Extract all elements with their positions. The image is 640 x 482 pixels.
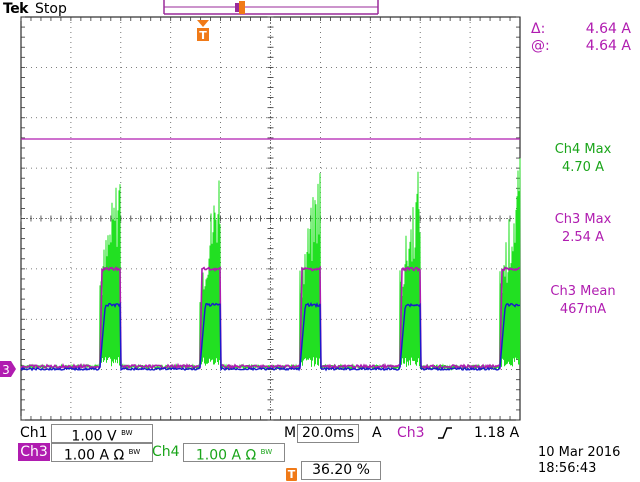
ch1-scale: 1.00 V [71,428,117,445]
trigger-position-icon: T [286,468,297,481]
measurement-label: Ch4 Max [554,142,612,157]
ch4-scale-box[interactable]: 1.00 A Ω BW [183,443,285,464]
ch3-scale-box[interactable]: 1.00 A Ω BW [51,443,153,464]
delta-value: 4.64 A [585,21,631,37]
timebase-box[interactable]: 20.0ms [297,424,359,443]
trigger-position-marker[interactable]: T [196,20,210,42]
measurement-value: 2.54 A [562,230,604,245]
measurement-value: 4.70 A [562,160,604,175]
ch3-ground-marker[interactable]: 3 [0,361,17,377]
trigger-source[interactable]: Ch3 [397,425,425,441]
delta-symbol: Δ: [531,21,546,37]
acquire-mode: A [372,425,382,441]
ch1-bw-icon: BW [121,429,133,437]
measurement-value: 467mA [559,302,607,317]
ch4-label[interactable]: Ch4 [152,444,180,460]
ch4-bw-icon: BW [260,448,273,456]
rising-edge-icon [438,427,452,439]
trigger-position-box[interactable]: 36.20 % [301,461,381,480]
record-view-bar[interactable] [163,0,379,15]
graticule-grid [20,16,521,421]
ch4-scale: 1.00 A Ω [195,447,257,464]
ch3-scale: 1.00 A Ω [63,447,125,464]
timebase-value: 20.0ms [301,425,355,441]
measurement-ch3-max: Ch3 Max 2.54 A [530,211,636,247]
measurement-ch4-max: Ch4 Max 4.70 A [530,141,636,177]
at-symbol: @: [531,38,550,54]
time: 18:56:43 [538,461,597,476]
ch1-scale-box[interactable]: 1.00 V BW [51,424,153,445]
trigger-position: 36.20 % [312,462,370,478]
at-value: 4.64 A [585,38,631,54]
measurement-ch3-mean: Ch3 Mean 467mA [530,283,636,319]
trigger-level[interactable]: 1.18 A [474,425,520,441]
cursor-readout: Δ: 4.64 A @: 4.64 A [531,21,631,55]
measurement-label: Ch3 Mean [550,284,616,299]
ch1-label[interactable]: Ch1 [20,425,48,441]
brand-label: Tek [3,1,29,17]
ch3-label[interactable]: Ch3 [18,443,50,461]
ground-marker-label: 3 [2,363,10,377]
date: 10 Mar 2016 [538,445,621,460]
timebase-prefix: M [284,425,297,441]
ch3-bw-icon: BW [128,448,141,456]
ch1-waveform [20,301,521,372]
waveforms [20,158,521,372]
trigger-marker-letter: T [199,29,207,42]
acquisition-state: Stop [35,1,67,17]
measurement-label: Ch3 Max [554,212,612,227]
